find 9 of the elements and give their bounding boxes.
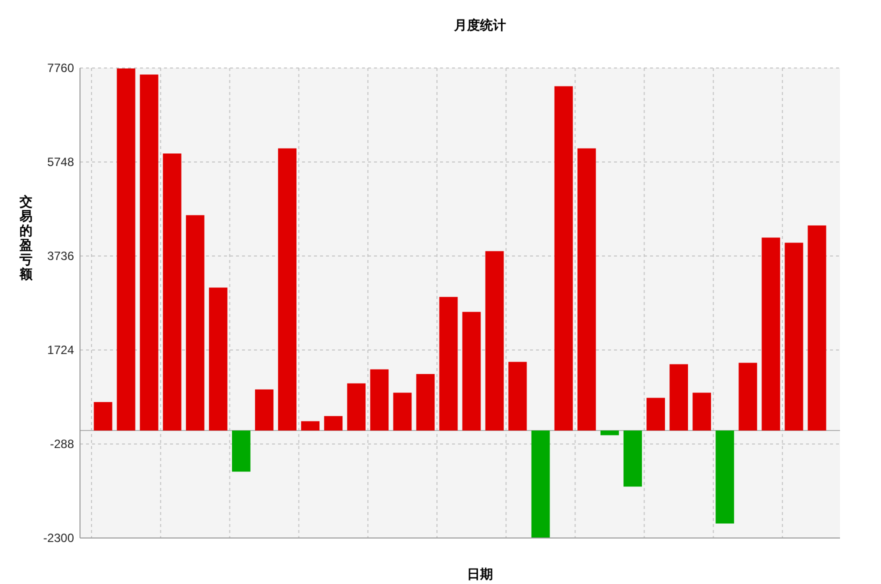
ytick: -2300 <box>43 531 74 545</box>
xlabel: 日期 <box>467 566 493 582</box>
ytick: -288 <box>50 437 74 451</box>
title: 月度统计 <box>454 18 506 32</box>
ytick: 5748 <box>47 155 74 169</box>
ytick: 3736 <box>47 249 74 263</box>
ylabel: 交易的盈亏额 <box>20 193 32 281</box>
ytick: 7760 <box>47 61 74 75</box>
ytick: 1724 <box>47 343 74 357</box>
